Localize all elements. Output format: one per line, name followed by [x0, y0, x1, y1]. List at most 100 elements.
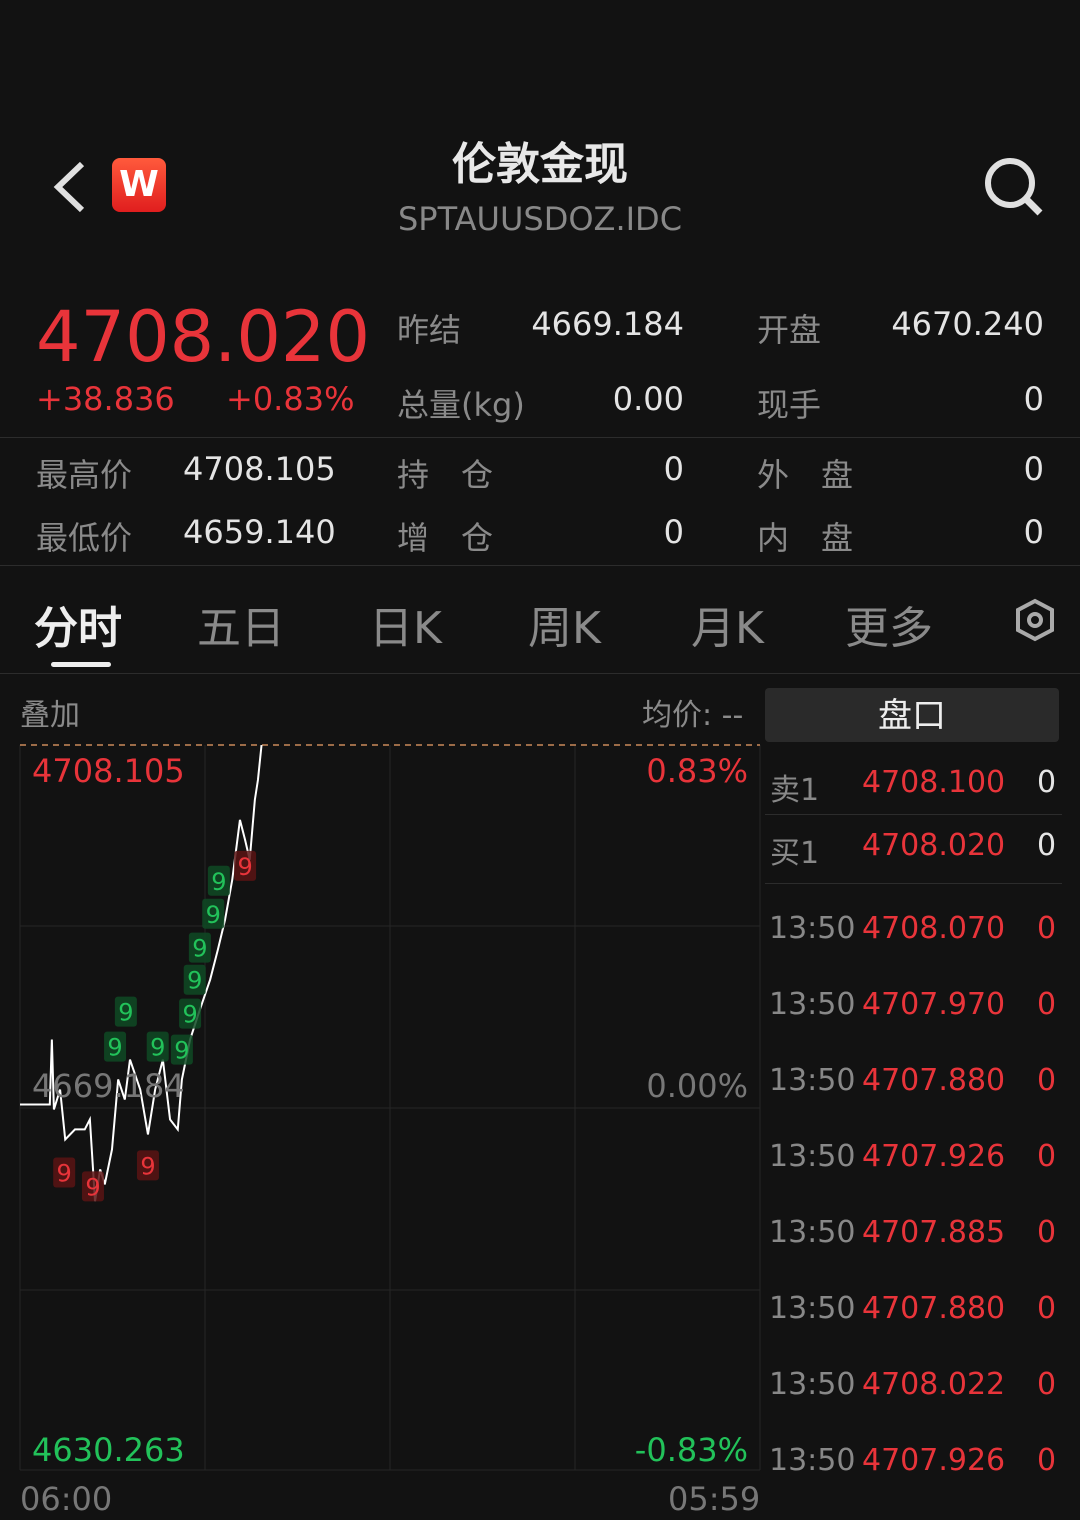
td-marker-label: 9: [237, 853, 252, 881]
tick-volume: 0: [1037, 911, 1057, 946]
y-label-low: 4630.263: [32, 1431, 185, 1469]
stat-value: 4659.140: [183, 513, 336, 551]
td-marker-badge: [53, 1157, 76, 1188]
stat-label: 增 仓: [397, 519, 494, 557]
tick-time: 13:50: [769, 1139, 856, 1174]
tick-price: 4707.880: [862, 1291, 1006, 1326]
orderbook-level-label: 买1: [770, 836, 820, 871]
tab-more[interactable]: 更多: [845, 603, 933, 654]
td-marker-badge: [146, 1031, 169, 1062]
tick-time: 13:50: [769, 1443, 856, 1478]
back-button[interactable]: [50, 160, 90, 218]
price-change-pct: +0.83%: [226, 380, 355, 418]
tick-volume: 0: [1037, 1367, 1057, 1402]
overlay-button[interactable]: 叠加: [20, 698, 80, 733]
orderbook-level-volume: 0: [1037, 828, 1057, 863]
stat-label: 昨结: [397, 311, 462, 349]
search-icon: [985, 158, 1043, 216]
td-marker-label: 9: [118, 999, 133, 1027]
tick-price: 4708.070: [862, 911, 1006, 946]
tick-time: 13:50: [769, 911, 856, 946]
orderbook-level-label: 卖1: [770, 773, 820, 808]
td-marker-badge: [170, 1034, 193, 1065]
tick-volume: 0: [1037, 987, 1057, 1022]
tick-price: 4708.022: [862, 1367, 1006, 1402]
last-price: 4708.020: [36, 296, 371, 378]
td-marker-label: 9: [211, 868, 226, 896]
orderbook-header[interactable]: 盘口: [765, 688, 1059, 742]
search-button[interactable]: [982, 155, 1046, 223]
stat-value: 0: [1023, 513, 1044, 551]
tick-time: 13:50: [769, 1215, 856, 1250]
x-label-start: 06:00: [20, 1480, 113, 1518]
active-tab-indicator: [51, 662, 111, 667]
tick-time: 13:50: [769, 1367, 856, 1402]
y-label-mid-pct: 0.00%: [646, 1067, 748, 1105]
symbol-code: SPTAUUSDOZ.IDC: [397, 200, 683, 238]
tick-volume: 0: [1037, 1215, 1057, 1250]
x-label-end: 05:59: [668, 1480, 761, 1518]
divider: [0, 673, 1080, 674]
tick-volume: 0: [1037, 1443, 1057, 1478]
y-label-high-pct: 0.83%: [646, 752, 748, 790]
stat-value: 0: [663, 450, 684, 488]
tick-price: 4707.880: [862, 1063, 1006, 1098]
td-marker-badge: [188, 932, 211, 963]
tick-price: 4707.926: [862, 1443, 1006, 1478]
divider: [0, 565, 1080, 566]
td-marker-badge: [202, 898, 225, 929]
tick-volume: 0: [1037, 1063, 1057, 1098]
td-marker-badge: [114, 996, 137, 1027]
stat-label: 总量(kg): [397, 386, 525, 424]
price-line: [20, 744, 263, 1202]
tick-volume: 0: [1037, 1291, 1057, 1326]
td-marker-label: 9: [187, 967, 202, 995]
stat-value: 0: [1023, 450, 1044, 488]
y-label-low-pct: -0.83%: [634, 1431, 748, 1469]
stat-value: 0.00: [612, 380, 684, 418]
tick-volume: 0: [1037, 1139, 1057, 1174]
y-label-high: 4708.105: [32, 752, 185, 790]
tick-time: 13:50: [769, 1063, 856, 1098]
tab-monthly-k[interactable]: 月K: [691, 603, 764, 654]
td-marker-label: 9: [192, 935, 207, 963]
stat-label: 持 仓: [397, 456, 494, 494]
stat-value: 4669.184: [531, 305, 684, 343]
orderbook-level-price: 4708.100: [862, 765, 1006, 800]
tab-weekly-k[interactable]: 周K: [528, 603, 601, 654]
brand-logo: W: [112, 158, 166, 212]
orderbook-level-price: 4708.020: [862, 828, 1006, 863]
page-title: 伦敦金现: [452, 139, 628, 190]
divider: [765, 814, 1062, 815]
tab-daily-k[interactable]: 日K: [369, 603, 442, 654]
y-label-mid: 4669.184: [32, 1067, 185, 1105]
tick-time: 13:50: [769, 1291, 856, 1326]
td-marker-badge: [179, 998, 202, 1029]
stat-label: 外 盘: [757, 456, 854, 494]
td-marker-label: 9: [182, 1001, 197, 1029]
avg-price-label: 均价: --: [642, 698, 744, 733]
stat-label: 内 盘: [757, 519, 854, 557]
tab-five-day[interactable]: 五日: [197, 603, 285, 654]
td-marker-badge: [136, 1150, 159, 1181]
tab-intraday[interactable]: 分时: [34, 603, 122, 654]
price-change: +38.836: [36, 380, 175, 418]
tick-time: 13:50: [769, 987, 856, 1022]
td-marker-label: 9: [107, 1034, 122, 1062]
td-marker-badge: [234, 850, 257, 881]
divider: [0, 437, 1080, 438]
td-marker-label: 9: [57, 1159, 72, 1187]
chart-settings-button[interactable]: [1014, 598, 1056, 646]
td-marker-badge: [183, 964, 206, 995]
tick-price: 4707.970: [862, 987, 1006, 1022]
stat-value: 0: [1023, 380, 1044, 418]
td-marker-label: 9: [140, 1152, 155, 1180]
tick-price: 4707.926: [862, 1139, 1006, 1174]
td-marker-label: 9: [206, 901, 221, 929]
stat-label: 最高价: [36, 456, 133, 494]
td-marker-badge: [207, 865, 230, 896]
orderbook-level-volume: 0: [1037, 765, 1057, 800]
td-marker-badge: [104, 1031, 127, 1062]
stat-label: 开盘: [757, 311, 822, 349]
